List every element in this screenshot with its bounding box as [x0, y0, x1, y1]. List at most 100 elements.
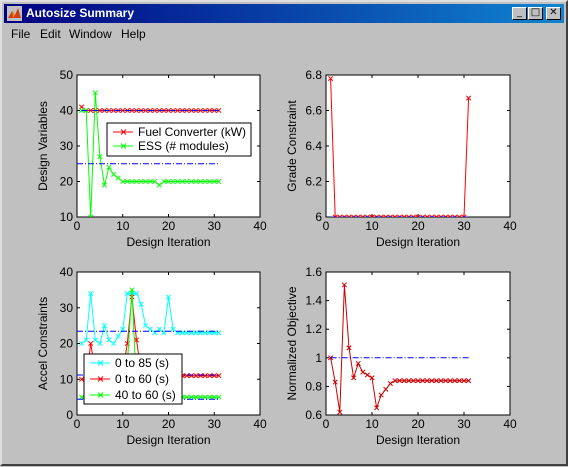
- data-point: [410, 378, 416, 384]
- data-point: [216, 107, 222, 114]
- data-point: [179, 178, 185, 185]
- data-point: [79, 107, 85, 114]
- y-tick-label: 10: [60, 372, 74, 386]
- data-point: [124, 290, 130, 297]
- chart-3: 0 10 20 30 40 0 10 20 30 40 Design Iteration Accel …: [36, 265, 267, 447]
- x-tick-label: 30: [208, 219, 222, 233]
- y-tick-label: 1.6: [305, 265, 322, 279]
- menu-file[interactable]: File: [11, 27, 31, 41]
- minimize-icon: _: [517, 7, 522, 18]
- y-tick-label: 1.4: [305, 294, 322, 308]
- data-point: [410, 214, 416, 217]
- data-point: [133, 290, 140, 297]
- data-point: [88, 214, 94, 217]
- data-point: [97, 154, 103, 160]
- data-point: [337, 214, 343, 217]
- legend-label: ESS (# modules): [138, 139, 229, 153]
- data-point: [120, 178, 126, 185]
- plot-area: [325, 74, 511, 218]
- data-point: [92, 337, 98, 343]
- data-point: [193, 394, 199, 400]
- close-icon: ✕: [549, 7, 558, 18]
- data-point: [341, 214, 347, 217]
- data-point: [124, 178, 130, 185]
- data-point: [138, 301, 144, 307]
- data-point: [466, 95, 472, 101]
- data-point: [447, 378, 453, 384]
- data-point: [79, 394, 85, 400]
- data-point: [115, 333, 121, 339]
- data-point: [346, 214, 352, 217]
- x-tick-label: 20: [411, 219, 425, 233]
- data-point: [101, 323, 108, 329]
- data-point: [337, 409, 343, 415]
- legend-marker: [97, 376, 104, 382]
- data-point: [184, 107, 190, 114]
- y-tick-label: 20: [60, 175, 74, 189]
- data-point: [188, 107, 194, 114]
- x-tick-label: 10: [365, 417, 379, 431]
- legend-label: 0 to 85 (s): [115, 356, 169, 370]
- data-point: [433, 214, 439, 217]
- series-group: [77, 90, 222, 217]
- y-tick-label: 20: [60, 337, 74, 351]
- data-point: [184, 178, 190, 185]
- menu-bar: File Edit Window Help: [4, 24, 564, 43]
- x-axis-label: Design Iteration: [126, 235, 210, 249]
- y-tick-label: 30: [60, 301, 74, 315]
- y-tick-label: 1: [315, 351, 322, 365]
- data-point: [447, 214, 453, 217]
- menu-edit[interactable]: Edit: [40, 27, 61, 41]
- data-point: [397, 378, 403, 384]
- data-point: [193, 330, 199, 336]
- data-point: [88, 290, 94, 297]
- legend-marker: [120, 143, 127, 149]
- data-point: [420, 214, 426, 217]
- data-point: [374, 405, 380, 411]
- data-point: [156, 326, 162, 332]
- data-point: [143, 323, 149, 329]
- data-point: [420, 378, 426, 384]
- data-point: [461, 214, 467, 217]
- title-bar[interactable]: Autosize Summary _ □ ✕: [4, 4, 564, 23]
- data-point: [415, 214, 421, 217]
- data-point: [216, 394, 222, 400]
- data-point: [211, 394, 217, 400]
- legend: Fuel Converter (kW)ESS (# modules): [106, 122, 252, 157]
- legend-label: 0 to 60 (s): [115, 372, 169, 386]
- data-point: [79, 376, 85, 382]
- window-title: Autosize Summary: [26, 6, 135, 20]
- y-tick-label: 6.6: [305, 104, 322, 118]
- menu-window[interactable]: Window: [69, 27, 112, 41]
- data-point: [184, 373, 190, 379]
- data-point: [147, 178, 153, 185]
- data-point: [207, 373, 213, 379]
- close-button[interactable]: ✕: [546, 7, 561, 20]
- maximize-button[interactable]: □: [528, 7, 543, 20]
- data-point: [346, 345, 352, 351]
- x-tick-label: 0: [74, 417, 81, 431]
- data-point: [156, 182, 162, 188]
- x-tick-label: 0: [74, 219, 81, 233]
- data-point: [211, 178, 217, 185]
- data-point: [415, 378, 421, 384]
- menu-help[interactable]: Help: [121, 27, 146, 41]
- y-axis-label: Grade Constraint: [285, 100, 299, 192]
- x-tick-label: 10: [365, 219, 379, 233]
- minimize-button[interactable]: _: [512, 7, 527, 20]
- data-point: [328, 75, 334, 82]
- y-axis-label: Accel Constraints: [36, 297, 50, 390]
- x-tick-label: 30: [208, 417, 222, 431]
- x-tick-label: 40: [253, 219, 267, 233]
- data-point: [138, 178, 144, 185]
- data-point: [387, 214, 393, 217]
- legend-marker: [97, 392, 104, 398]
- y-tick-label: 6.2: [305, 175, 322, 189]
- legend-label: Fuel Converter (kW): [138, 125, 246, 139]
- legend-marker: [97, 360, 104, 366]
- y-tick-label: 6.4: [305, 139, 322, 153]
- data-point: [360, 369, 366, 375]
- x-tick-label: 40: [503, 417, 517, 431]
